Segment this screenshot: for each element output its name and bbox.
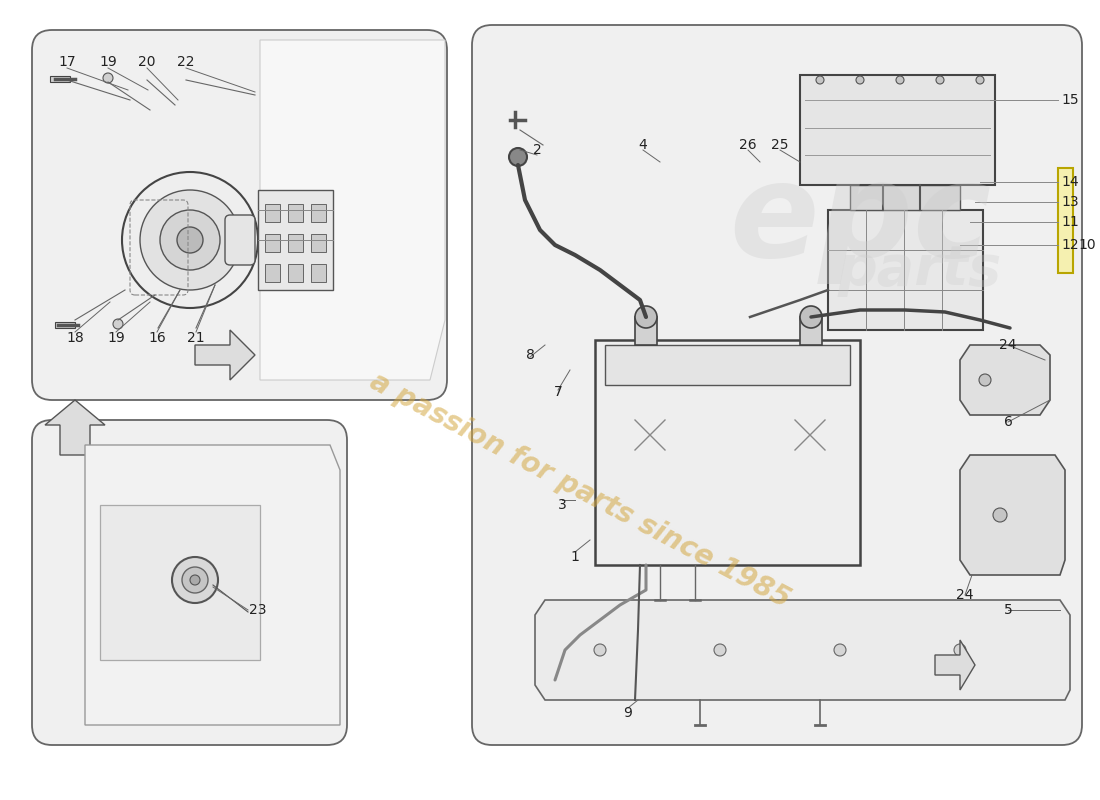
Bar <box>288 204 302 222</box>
Bar <box>850 185 960 210</box>
Circle shape <box>594 644 606 656</box>
Text: 16: 16 <box>148 331 166 345</box>
Text: 18: 18 <box>66 331 84 345</box>
Circle shape <box>816 76 824 84</box>
Circle shape <box>509 148 527 166</box>
Text: 4: 4 <box>639 138 648 152</box>
Circle shape <box>800 306 822 328</box>
Circle shape <box>954 644 966 656</box>
Text: 5: 5 <box>1003 603 1012 617</box>
Text: 10: 10 <box>1078 238 1096 252</box>
Text: 15: 15 <box>1062 93 1079 107</box>
Circle shape <box>976 76 984 84</box>
FancyBboxPatch shape <box>226 215 255 265</box>
Bar <box>288 264 302 282</box>
Polygon shape <box>960 455 1065 575</box>
Bar <box>288 234 302 252</box>
Circle shape <box>856 76 864 84</box>
Text: 22: 22 <box>177 55 195 69</box>
FancyBboxPatch shape <box>472 25 1082 745</box>
Text: epc: epc <box>729 157 991 283</box>
Text: 1: 1 <box>571 550 580 564</box>
Text: 23: 23 <box>250 603 266 617</box>
Circle shape <box>993 508 1007 522</box>
Bar <box>265 264 280 282</box>
Bar <box>635 317 657 345</box>
Text: 24: 24 <box>956 588 974 602</box>
Bar <box>800 75 996 185</box>
FancyBboxPatch shape <box>32 30 447 400</box>
Text: 13: 13 <box>1062 195 1079 209</box>
Polygon shape <box>935 640 975 690</box>
Circle shape <box>122 172 258 308</box>
Text: a passion for parts since 1985: a passion for parts since 1985 <box>365 367 795 613</box>
Text: 6: 6 <box>1003 415 1012 429</box>
Circle shape <box>714 644 726 656</box>
Circle shape <box>896 76 904 84</box>
Bar <box>258 190 333 290</box>
Text: 14: 14 <box>1062 175 1079 189</box>
Circle shape <box>190 575 200 585</box>
Text: 17: 17 <box>58 55 76 69</box>
Text: 3: 3 <box>558 498 566 512</box>
Bar <box>55 322 75 328</box>
Circle shape <box>834 644 846 656</box>
Polygon shape <box>535 600 1070 700</box>
Bar <box>595 340 860 565</box>
Bar <box>100 505 260 660</box>
Text: 20: 20 <box>139 55 156 69</box>
Bar <box>311 264 326 282</box>
Text: 21: 21 <box>187 331 205 345</box>
Polygon shape <box>960 345 1050 415</box>
Text: 19: 19 <box>107 331 125 345</box>
Circle shape <box>182 567 208 593</box>
Bar <box>50 76 70 82</box>
Circle shape <box>936 76 944 84</box>
Text: 7: 7 <box>553 385 562 399</box>
Bar <box>265 234 280 252</box>
Bar <box>605 345 850 385</box>
Text: 24: 24 <box>999 338 1016 352</box>
Text: 25: 25 <box>771 138 789 152</box>
Text: 12: 12 <box>1062 238 1079 252</box>
FancyBboxPatch shape <box>32 420 346 745</box>
Polygon shape <box>45 400 104 455</box>
Text: 11: 11 <box>1062 215 1079 229</box>
Circle shape <box>113 319 123 329</box>
Polygon shape <box>85 445 340 725</box>
Polygon shape <box>195 330 255 380</box>
Text: 9: 9 <box>624 706 632 720</box>
Circle shape <box>160 210 220 270</box>
Circle shape <box>979 374 991 386</box>
Bar <box>828 210 983 330</box>
Polygon shape <box>260 40 446 380</box>
Circle shape <box>172 557 218 603</box>
Circle shape <box>140 190 240 290</box>
Text: 2: 2 <box>532 143 541 157</box>
Text: 8: 8 <box>526 348 535 362</box>
Text: 26: 26 <box>739 138 757 152</box>
Bar <box>1058 168 1072 273</box>
Text: parts: parts <box>838 243 1002 297</box>
Text: 19: 19 <box>99 55 117 69</box>
Circle shape <box>103 73 113 83</box>
Circle shape <box>635 306 657 328</box>
Bar <box>265 204 280 222</box>
Circle shape <box>177 227 204 253</box>
Bar <box>311 204 326 222</box>
Bar <box>800 317 822 345</box>
Bar <box>311 234 326 252</box>
